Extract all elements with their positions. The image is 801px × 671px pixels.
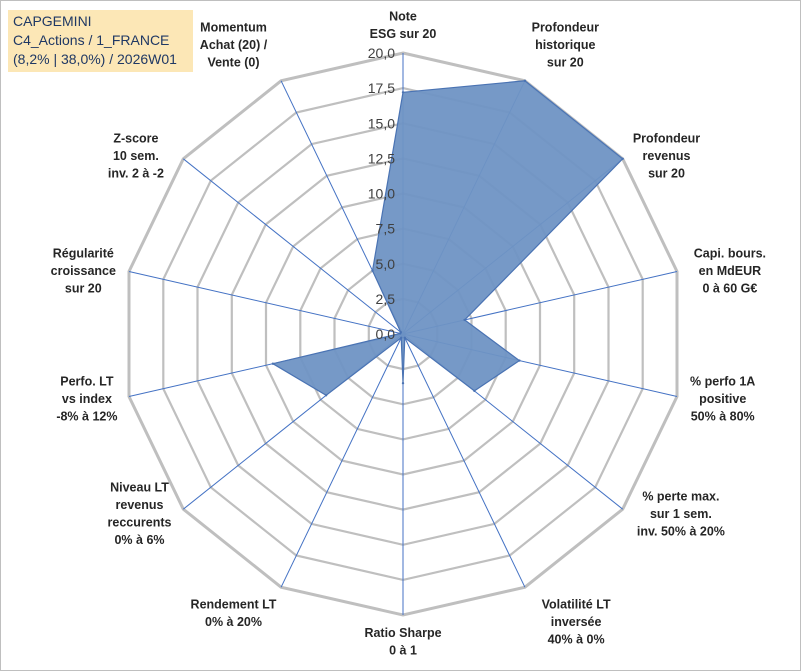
axis-label: positive: [699, 392, 746, 406]
axis-label: 40% à 0%: [548, 633, 605, 647]
tick-label: 17,5: [368, 80, 395, 96]
axis-label: % perte max.: [642, 489, 719, 503]
axis-label: Niveau LT: [110, 481, 169, 495]
axis-label: sur 20: [65, 282, 102, 296]
axis-label: Z-score: [113, 132, 158, 146]
axis-label: revenus: [643, 149, 691, 163]
tick-label: 0,0: [376, 326, 396, 342]
data-point: [271, 362, 275, 365]
axis-label: -8% à 12%: [56, 409, 117, 423]
axis-label: Ratio Sharpe: [364, 626, 441, 640]
axis-label: Capi. bours.: [694, 247, 766, 261]
data-point: [324, 394, 328, 397]
tick-label: 12,5: [368, 150, 395, 166]
axis-label: Achat (20) /: [200, 38, 268, 52]
tick-label: 20,0: [368, 45, 395, 61]
data-point: [401, 382, 405, 385]
data-point: [399, 331, 402, 334]
data-point: [403, 336, 406, 339]
axis-label: inversée: [551, 615, 602, 629]
axis-label: sur 1 sem.: [650, 507, 712, 521]
axis-label: sur 20: [648, 167, 685, 181]
chart-title-stats: (8,2% | 38,0%) / 2026W01: [13, 51, 177, 67]
tick-label: 5,0: [376, 256, 396, 272]
axis-label: Momentum: [200, 20, 267, 34]
data-point: [473, 389, 476, 393]
data-point: [371, 269, 374, 272]
axis-label: 0% à 20%: [205, 615, 262, 629]
axis-label: Vente (0): [207, 55, 259, 69]
axis-label: sur 20: [547, 55, 584, 69]
axis-label: 10 sem.: [113, 149, 159, 163]
chart-title-category: C4_Actions / 1_FRANCE: [13, 32, 170, 48]
axis-spoke: [280, 333, 404, 588]
axis-label: Perfo. LT: [60, 374, 114, 388]
axis-label: Profondeur: [532, 20, 599, 34]
data-point: [518, 359, 521, 362]
tick-label: 7,5: [376, 221, 396, 237]
axis-label: Volatilité LT: [542, 598, 611, 612]
axis-spoke: [182, 158, 404, 335]
axis-label: vs index: [62, 392, 112, 406]
axis-label: 0 à 60 G€: [702, 282, 757, 296]
axis-label: Note: [389, 10, 417, 24]
data-point: [401, 91, 405, 94]
data-point: [621, 157, 624, 160]
axis-label: 50% à 80%: [691, 409, 755, 423]
axis-label: inv. 50% à 20%: [637, 524, 725, 538]
axis-label: 0% à 6%: [114, 533, 164, 547]
axis-label: 0 à 1: [389, 644, 417, 658]
data-point: [463, 318, 466, 322]
axis-label: en MdEUR: [699, 264, 762, 278]
axis-label: croissance: [51, 264, 116, 278]
axis-spoke: [128, 271, 404, 335]
tick-label: 10,0: [368, 186, 395, 202]
axis-label: Rendement LT: [191, 598, 277, 612]
data-point: [523, 79, 527, 83]
axis-spoke: [402, 333, 526, 588]
tick-label: 2,5: [376, 291, 396, 307]
data-series-area: [271, 80, 624, 397]
axis-label: revenus: [116, 498, 164, 512]
data-point: [400, 336, 403, 339]
axis-label: Profondeur: [633, 132, 700, 146]
axis-label: inv. 2 à -2: [108, 167, 164, 181]
tick-label: 15,0: [368, 115, 395, 131]
chart-title-company: CAPGEMINI: [13, 13, 92, 29]
axis-label: historique: [535, 38, 595, 52]
axis-label: ESG sur 20: [370, 27, 437, 41]
axis-label: % perfo 1A: [690, 374, 755, 388]
chart-title-box: CAPGEMINI C4_Actions / 1_FRANCE (8,2% | …: [8, 10, 193, 72]
axis-label: Régularité: [53, 247, 114, 261]
axis-label: reccurents: [108, 516, 172, 530]
